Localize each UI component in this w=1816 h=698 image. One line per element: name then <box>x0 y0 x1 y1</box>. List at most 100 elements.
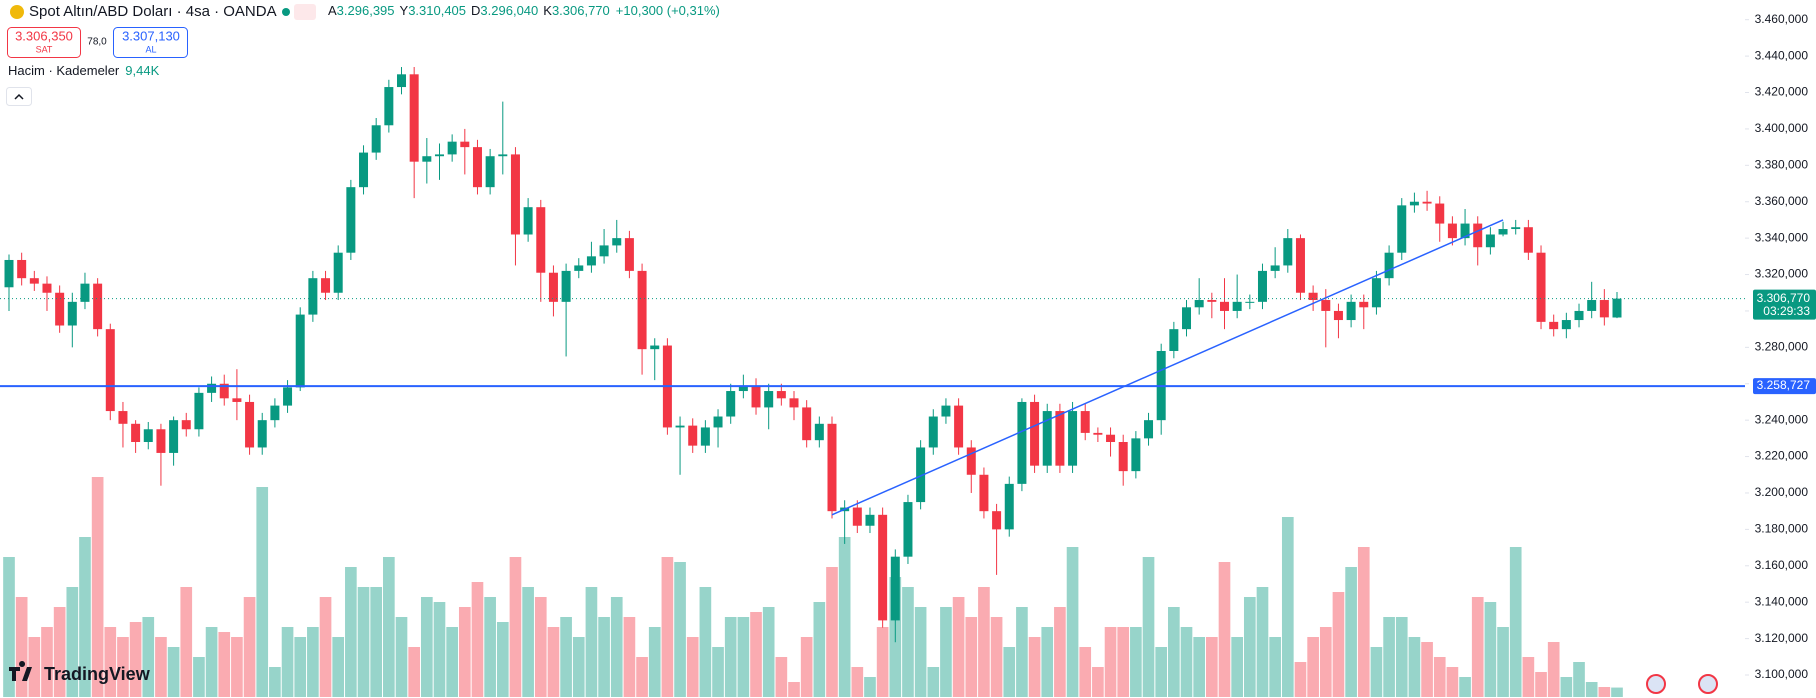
candle-body <box>713 416 723 428</box>
candle-body <box>333 252 343 293</box>
candle-body <box>700 427 710 446</box>
candle-body <box>916 447 926 503</box>
volume-bar <box>1547 642 1560 697</box>
volume-bar <box>636 657 648 697</box>
logo: TradingView <box>9 661 151 684</box>
candle-body <box>283 387 293 406</box>
volume-bar <box>1104 627 1117 697</box>
candle-body <box>219 383 229 399</box>
candle-body <box>245 401 255 448</box>
sell-button[interactable] <box>7 27 81 58</box>
indicator-name: Hacim · Kademeler <box>8 63 120 78</box>
candle-body <box>1232 301 1242 311</box>
volume-bar <box>1446 667 1459 697</box>
candle-body <box>80 283 90 302</box>
volume-bar <box>876 627 889 697</box>
y-tick-label: 3.120,000 <box>1755 631 1809 645</box>
candle-body <box>802 407 812 441</box>
candle-body <box>118 411 128 424</box>
volume-bar <box>1041 627 1054 697</box>
event-flag[interactable] <box>1646 674 1666 694</box>
candle-body <box>270 405 280 421</box>
candle-body <box>105 329 115 412</box>
volume-bar <box>408 647 420 697</box>
volume-bar <box>522 587 534 697</box>
volume-bar <box>420 597 433 697</box>
volume-bar <box>851 667 864 697</box>
volume-bar <box>1028 637 1041 697</box>
volume-bar <box>1332 592 1345 697</box>
candle-body <box>637 270 647 350</box>
volume-bar <box>1408 637 1421 697</box>
candle-body <box>966 447 976 475</box>
candle-body <box>1523 227 1533 253</box>
header: Spot Altın/ABD Doları · 4sa · OANDA A3.2… <box>6 3 720 106</box>
candle-body <box>814 423 824 441</box>
candle-body <box>776 391 786 399</box>
candle-body <box>1308 292 1318 301</box>
candle-body <box>460 141 470 148</box>
candle-body <box>4 259 14 288</box>
volume-bar <box>1231 637 1243 697</box>
volume-bar <box>838 537 851 697</box>
ohlc: A3.296,395 Y3.310,405 D3.296,040 K3.306,770… <box>328 3 720 18</box>
volume-bar <box>952 597 965 697</box>
volume-bar <box>978 587 990 697</box>
sell-price: 3.306,350 <box>15 28 73 43</box>
candle-body <box>295 314 305 388</box>
volume-bar <box>1509 547 1522 697</box>
volume-bar <box>1370 647 1383 697</box>
candle-body <box>232 398 242 402</box>
volume-bar <box>610 597 623 697</box>
volume-bar <box>699 587 712 697</box>
volume-bar <box>864 677 876 697</box>
candle-body <box>1359 301 1369 308</box>
volume-bar <box>117 637 129 697</box>
candle-body <box>764 391 774 408</box>
caret-icon <box>14 93 24 100</box>
volume-bar <box>1243 597 1256 697</box>
candle-body <box>1397 205 1407 253</box>
candle-body <box>42 283 52 293</box>
volume-indicator: Hacim · Kademeler 9,44K <box>8 63 160 78</box>
volume-bar <box>1168 607 1180 697</box>
volume-bar <box>1433 657 1446 697</box>
event-flag[interactable] <box>1698 674 1718 694</box>
candle-body <box>169 420 179 453</box>
volume-bar <box>1598 687 1611 697</box>
candle-body <box>131 423 141 443</box>
ohlc-label: Y <box>400 3 409 18</box>
volume-bar <box>1383 617 1395 697</box>
volume-bar <box>41 627 53 697</box>
volume-bar <box>3 557 15 697</box>
volume-bar <box>1218 562 1231 697</box>
candle-body <box>903 502 913 557</box>
volume-bar <box>1054 607 1066 697</box>
volume-bar <box>345 567 357 697</box>
candle-body <box>1612 298 1622 318</box>
candle-body <box>55 292 65 326</box>
volume-bar <box>307 627 319 697</box>
volume-bar <box>66 587 79 697</box>
volume-bar <box>1345 567 1357 697</box>
candle-body <box>1536 252 1546 322</box>
buy-button[interactable] <box>113 27 188 58</box>
volume-bar <box>205 627 218 697</box>
volume-bar <box>53 607 66 697</box>
price-axis <box>1745 0 1816 698</box>
ohlc-label: A <box>328 3 337 18</box>
volume-bar <box>1560 677 1573 697</box>
candle-body <box>789 398 799 408</box>
candle-body <box>409 74 419 162</box>
candle-body <box>1017 401 1027 484</box>
candle-body <box>1422 201 1432 204</box>
volume-bar <box>585 587 598 697</box>
candle-body <box>207 383 217 393</box>
status-badge <box>294 4 316 20</box>
collapse-button[interactable] <box>6 87 32 106</box>
candle-body <box>599 245 609 257</box>
y-tick-label: 3.100,000 <box>1755 667 1809 681</box>
candle-body <box>1144 420 1154 439</box>
candle-body <box>650 345 660 350</box>
volume-bar <box>496 622 509 697</box>
